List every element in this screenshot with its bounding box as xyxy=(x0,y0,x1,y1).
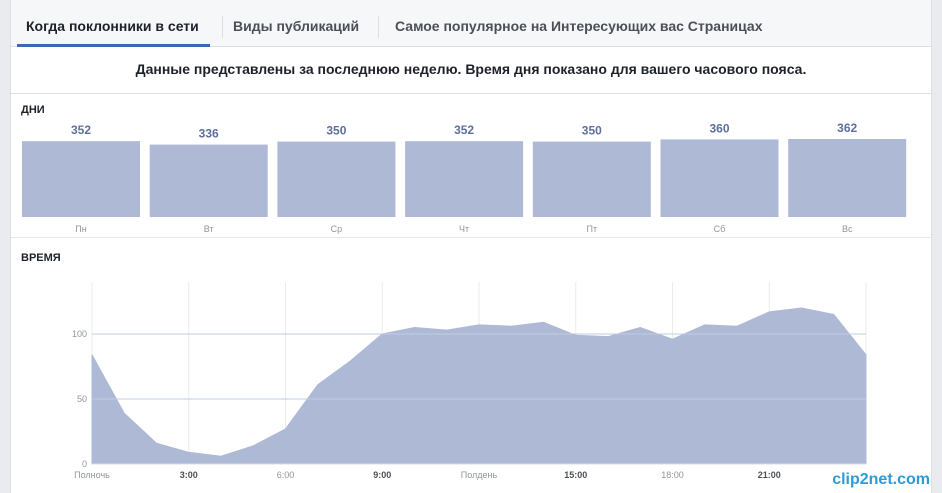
hour-point[interactable] xyxy=(187,450,191,454)
hour-point[interactable] xyxy=(122,411,126,415)
day-label: Ср xyxy=(331,224,343,234)
day-bar-value: 350 xyxy=(326,124,346,138)
hour-point[interactable] xyxy=(703,323,707,327)
timezone-info-text: Данные представлены за последнюю неделю.… xyxy=(11,46,931,94)
day-bar-value: 350 xyxy=(582,124,602,138)
tab-separator xyxy=(222,16,223,38)
x-tick-label: Полночь xyxy=(74,470,110,480)
online-fans-area[interactable] xyxy=(91,307,867,465)
hour-point[interactable] xyxy=(413,326,417,330)
x-tick-label: Полдень xyxy=(461,470,498,480)
hour-point[interactable] xyxy=(574,333,578,337)
day-bar-value: 360 xyxy=(709,121,729,135)
hour-point[interactable] xyxy=(380,332,384,336)
day-bar-value: 352 xyxy=(71,123,91,137)
hour-point[interactable] xyxy=(671,337,675,341)
days-section-title: ДНИ xyxy=(21,104,45,116)
hour-point[interactable] xyxy=(832,313,836,317)
day-label: Пт xyxy=(587,224,598,234)
hour-point[interactable] xyxy=(251,444,255,448)
x-tick-label: 6:00 xyxy=(277,470,295,480)
day-bar[interactable] xyxy=(405,141,524,217)
tab-post-types[interactable]: Виды публикаций xyxy=(233,18,360,34)
hour-point[interactable] xyxy=(509,324,513,328)
days-bar-chart: 352 Пн 336 Вт 350 Ср 352 Чт 350 Пт 360 Сб 362 Вс xyxy=(22,121,907,234)
time-section-title: ВРЕМЯ xyxy=(21,252,61,264)
hour-point[interactable] xyxy=(767,310,771,314)
day-bar[interactable] xyxy=(149,144,268,217)
day-bar[interactable] xyxy=(788,139,907,217)
day-bar-value: 336 xyxy=(199,127,219,141)
tab-top-posts-from-pages[interactable]: Самое популярное на Интересующих вас Стр… xyxy=(395,18,763,34)
hour-point[interactable] xyxy=(445,328,449,332)
hour-point[interactable] xyxy=(316,383,320,387)
hour-point[interactable] xyxy=(864,353,868,357)
day-bar[interactable] xyxy=(277,141,396,217)
x-tick-label: 3:00 xyxy=(180,470,198,480)
x-tick-label: 18:00 xyxy=(661,470,684,480)
y-tick-label: 0 xyxy=(82,459,87,469)
hour-point[interactable] xyxy=(542,320,546,324)
hour-point[interactable] xyxy=(284,427,288,431)
hour-point[interactable] xyxy=(800,306,804,310)
day-bar-value: 362 xyxy=(837,121,857,135)
x-tick-label: 21:00 xyxy=(758,470,781,480)
day-label: Чт xyxy=(459,224,469,234)
tab-separator xyxy=(378,16,379,38)
clip2net-watermark: clip2net.com xyxy=(832,471,930,488)
hour-point[interactable] xyxy=(606,335,610,339)
hour-point[interactable] xyxy=(735,324,739,328)
x-tick-label: 15:00 xyxy=(564,470,587,480)
day-label: Пн xyxy=(75,224,86,234)
x-tick-label: 9:00 xyxy=(373,470,391,480)
tab-fans-online[interactable]: Когда поклонники в сети xyxy=(17,0,210,47)
hour-point[interactable] xyxy=(348,359,352,363)
day-bar[interactable] xyxy=(660,139,779,217)
hour-point[interactable] xyxy=(90,353,94,357)
hour-point[interactable] xyxy=(638,326,642,330)
section-divider xyxy=(11,237,931,238)
hour-point[interactable] xyxy=(477,323,481,327)
insights-panel: Когда поклонники в сети Виды публикаций … xyxy=(10,0,932,493)
day-label: Вт xyxy=(204,224,214,234)
day-label: Сб xyxy=(714,224,726,234)
day-bar[interactable] xyxy=(532,141,651,217)
day-label: Вс xyxy=(842,224,853,234)
hour-point[interactable] xyxy=(155,441,159,445)
tab-bar: Когда поклонники в сети Виды публикаций … xyxy=(11,0,931,47)
day-bar[interactable] xyxy=(22,141,140,217)
day-bar-value: 352 xyxy=(454,123,474,137)
y-tick-label: 50 xyxy=(77,394,87,404)
hour-point[interactable] xyxy=(219,454,223,458)
time-area-chart: 0 50 100 Полночь 3:00 6:00 9:00 Полдень 15:00 18:… xyxy=(72,282,868,480)
y-tick-label: 100 xyxy=(72,329,87,339)
